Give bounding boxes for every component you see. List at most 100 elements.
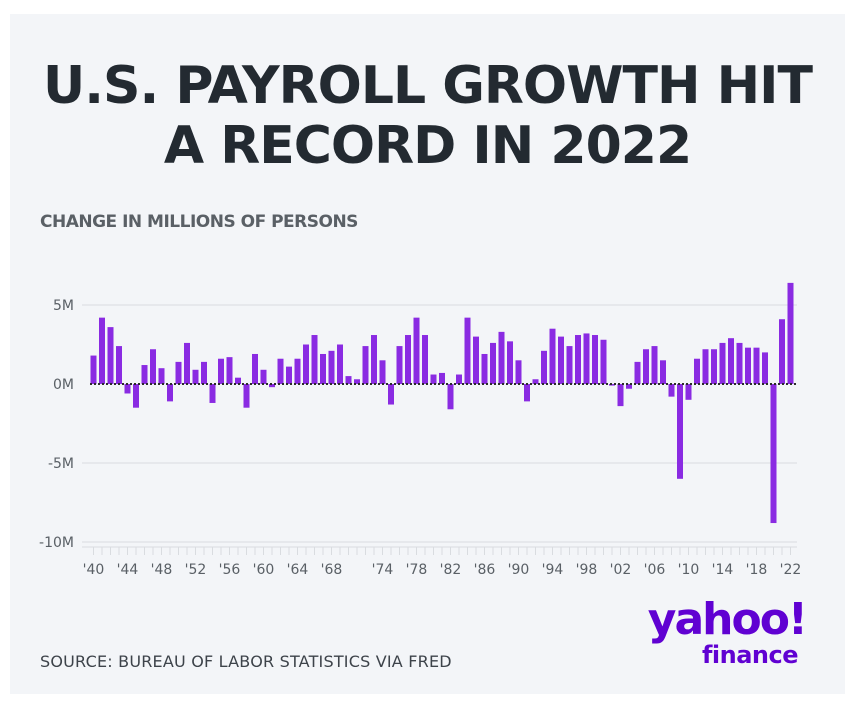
logo-brand: yahoo! [647,594,808,645]
chart-subtitle: CHANGE IN MILLIONS OF PERSONS [40,212,358,232]
title-line-1: U.S. PAYROLL GROWTH HIT [43,56,813,116]
bar [753,347,760,384]
bar [685,384,692,400]
y-tick-label: 5M [53,298,74,314]
bar [396,346,403,384]
bar [762,352,768,384]
logo-sub: finance [701,641,799,669]
bar [99,317,105,384]
bar [362,346,369,384]
grid-layer [82,304,797,543]
x-tick-label: '14 [712,562,734,578]
bar [286,366,292,384]
bar [226,357,233,384]
bar [294,358,301,384]
x-tick-label: '52 [185,562,207,578]
bar [711,349,717,384]
bar [617,384,624,407]
x-tick-label: '82 [440,562,462,578]
bar [439,372,445,384]
bar [371,335,377,384]
x-tick-label: '02 [610,562,632,578]
y-tick-label: -10M [39,535,74,551]
bars-layer [90,282,794,524]
x-tick-label: '94 [542,562,564,578]
source-note: SOURCE: BUREAU OF LABOR STATISTICS VIA F… [40,652,452,671]
bar [311,335,318,384]
bar [260,369,267,384]
x-tick-label: '64 [287,562,309,578]
bar [447,384,454,410]
bar [719,342,726,384]
bar [473,336,479,384]
bar [532,379,539,384]
bar [116,346,122,384]
bar [575,335,581,384]
bar [345,376,352,384]
bar [694,358,700,384]
bar [269,384,275,388]
bar [158,368,165,384]
x-tick-label: '86 [474,562,496,578]
x-tick-label: '44 [117,562,139,578]
bar [354,379,360,384]
x-tick-label: '06 [644,562,666,578]
bar [184,342,190,384]
bar [303,344,309,384]
bar [320,353,326,384]
bar [745,347,751,384]
bar [515,360,522,384]
bar [660,360,666,384]
bar [524,384,530,402]
bar [456,374,462,384]
x-tick-label: '10 [678,562,700,578]
bar [201,361,207,384]
bar [626,384,632,389]
bar [192,369,199,384]
bar [124,384,131,394]
bar [252,353,258,384]
bar [643,349,649,384]
bar [235,377,241,384]
bar [592,335,598,384]
x-axis: '40 '44 '48 '52 '56 '60 '64 '68 '74 '78 '82 '86 '90 '… [82,546,801,578]
bar [413,317,420,384]
bar [430,374,437,384]
y-tick-label: 0M [53,377,74,393]
bar [677,384,683,479]
bar [770,384,777,524]
bar [218,358,224,384]
bar [779,319,785,384]
bar [558,336,564,384]
bar [464,317,471,384]
x-tick-label: '40 [83,562,105,578]
bar [337,344,343,384]
bar [583,333,590,384]
bar [243,384,250,408]
bar [175,361,182,384]
bar [328,350,335,384]
bar [405,335,411,384]
x-tick-label: '68 [321,562,343,578]
y-axis-ticks: 5M 0M -5M -10M [39,298,74,551]
yahoo-finance-logo: yahoo! finance [630,594,810,675]
bar [150,349,156,384]
bar [702,349,709,384]
bar [388,384,394,405]
x-tick-label: '90 [508,562,530,578]
y-tick-label: -5M [48,456,74,472]
bar [566,346,573,384]
bar [481,353,488,384]
bar [277,358,284,384]
bar [141,365,148,384]
bar [209,384,216,403]
x-tick-label: '18 [746,562,768,578]
x-tick-label: '74 [372,562,394,578]
x-tick-label: '56 [219,562,241,578]
x-tick-label: '78 [406,562,428,578]
bar [728,338,734,384]
bar [549,328,556,384]
bar [490,342,496,384]
bar [507,341,513,384]
